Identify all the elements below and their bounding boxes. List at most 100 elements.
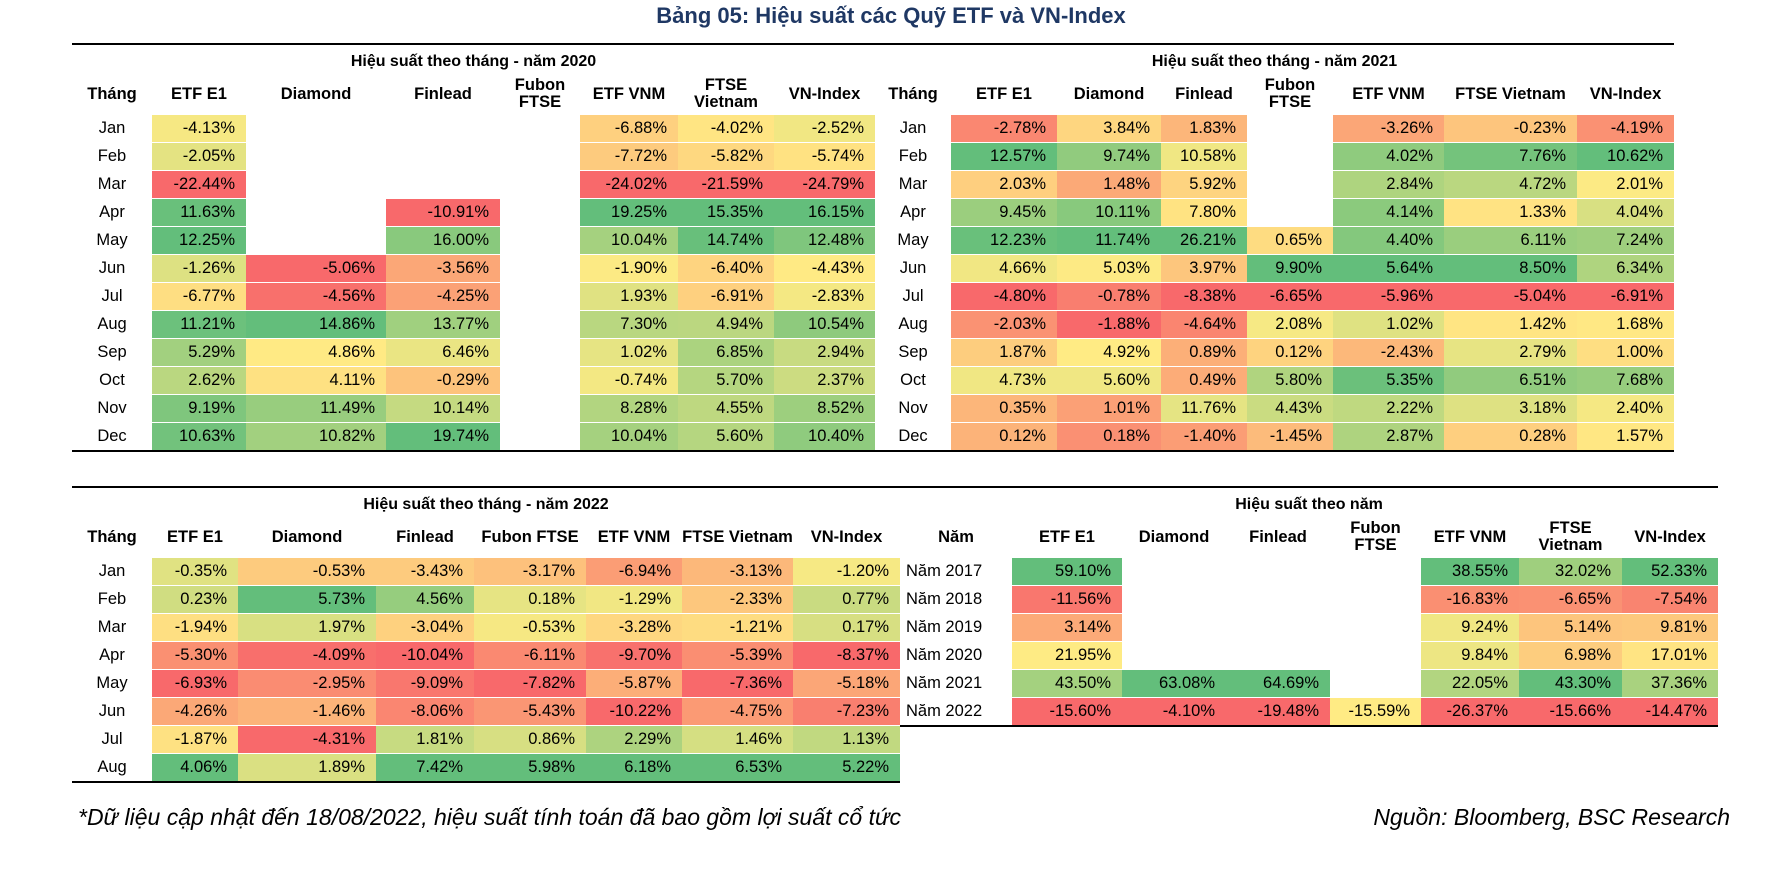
cell-ftse-vietnam: -5.82% — [678, 142, 774, 171]
cell-vn-index: 0.17% — [793, 613, 901, 642]
cell-finlead: 1.83% — [1161, 115, 1247, 143]
row-label: May — [72, 226, 152, 255]
row-label-header: Tháng — [87, 84, 137, 103]
cell-ftse-vietnam: -7.36% — [682, 669, 793, 698]
cell-etf-vnm: -5.96% — [1333, 282, 1444, 311]
cell-etf-e1: 0.35% — [951, 394, 1057, 423]
cell-etf-e1: -2.78% — [951, 115, 1057, 143]
cell-ftse-vietnam: 1.46% — [682, 725, 793, 754]
cell-etf-vnm: 9.24% — [1421, 613, 1519, 642]
cell-etf-e1: 9.45% — [951, 198, 1057, 227]
cell-diamond: 9.74% — [1057, 142, 1161, 171]
cell-finlead: 13.77% — [386, 310, 500, 339]
cell-etf-e1: -2.03% — [951, 310, 1057, 339]
column-header-fubon-ftse: Fubon FTSE — [1264, 76, 1316, 111]
table-row: Năm 2019 3.14% 9.24% 5.14% 9.81% — [900, 613, 1719, 642]
section-title: Hiệu suất theo năm — [900, 486, 1719, 516]
cell-fubon-ftse: 9.90% — [1247, 254, 1333, 283]
cell-finlead: 10.58% — [1161, 142, 1247, 171]
cell-ftse-vietnam: 7.76% — [1444, 142, 1577, 171]
cell-vn-index: 16.15% — [774, 198, 876, 227]
cell-fubon-ftse — [500, 254, 580, 283]
cell-ftse-vietnam: -6.91% — [678, 282, 774, 311]
row-label: Năm 2018 — [900, 585, 1012, 614]
cell-finlead: 3.97% — [1161, 254, 1247, 283]
column-header-etf-vnm: ETF VNM — [597, 527, 671, 546]
table-row: Aug 11.21% 14.86% 13.77% 7.30% 4.94% 10.54% — [72, 310, 876, 339]
cell-fubon-ftse: 5.80% — [1247, 366, 1333, 395]
cell-ftse-vietnam: 6.98% — [1519, 641, 1622, 670]
cell-vn-index: -7.54% — [1622, 585, 1719, 614]
cell-etf-e1: 0.12% — [951, 422, 1057, 452]
cell-vn-index: -4.19% — [1577, 115, 1675, 143]
table-row: Jan -0.35% -0.53% -3.43% -3.17% -6.94% -3.13% -… — [72, 558, 901, 586]
cell-fubon-ftse: 0.12% — [1247, 338, 1333, 367]
table-row: Jun 4.66% 5.03% 3.97% 9.90% 5.64% 8.50% 6.34% — [875, 254, 1675, 283]
cell-ftse-vietnam: -21.59% — [678, 170, 774, 199]
cell-diamond: 5.60% — [1057, 366, 1161, 395]
cell-etf-vnm: 5.64% — [1333, 254, 1444, 283]
cell-etf-e1: -4.13% — [152, 115, 246, 143]
source-note: Nguồn: Bloomberg, BSC Research — [1373, 804, 1730, 830]
row-label: Oct — [72, 366, 152, 395]
cell-etf-vnm: 9.84% — [1421, 641, 1519, 670]
cell-finlead: 19.74% — [386, 422, 500, 452]
row-label: Jan — [72, 115, 152, 143]
table-row: May 12.25% 16.00% 10.04% 14.74% 12.48% — [72, 226, 876, 255]
cell-vn-index: 9.81% — [1622, 613, 1719, 642]
cell-vn-index: 6.34% — [1577, 254, 1675, 283]
row-label: May — [875, 226, 951, 255]
cell-ftse-vietnam: -0.23% — [1444, 115, 1577, 143]
cell-etf-e1: 2.03% — [951, 170, 1057, 199]
cell-fubon-ftse: -0.53% — [474, 613, 586, 642]
cell-diamond: -5.06% — [246, 254, 386, 283]
cell-finlead: 7.42% — [376, 753, 474, 783]
column-header-etf-e1: ETF E1 — [976, 84, 1032, 103]
cell-etf-vnm: 1.02% — [580, 338, 678, 367]
cell-etf-e1: 2.62% — [152, 366, 246, 395]
cell-finlead: 7.80% — [1161, 198, 1247, 227]
cell-etf-e1: 12.23% — [951, 226, 1057, 255]
cell-vn-index: -24.79% — [774, 170, 876, 199]
cell-etf-vnm: 1.93% — [580, 282, 678, 311]
cell-fubon-ftse: 0.18% — [474, 585, 586, 614]
cell-ftse-vietnam: 6.51% — [1444, 366, 1577, 395]
cell-finlead: 1.81% — [376, 725, 474, 754]
table-row: Apr 9.45% 10.11% 7.80% 4.14% 1.33% 4.04% — [875, 198, 1675, 227]
cell-vn-index: -4.43% — [774, 254, 876, 283]
cell-finlead: 11.76% — [1161, 394, 1247, 423]
row-label: Năm 2017 — [900, 558, 1012, 586]
row-label: Sep — [72, 338, 152, 367]
table-row: Mar 2.03% 1.48% 5.92% 2.84% 4.72% 2.01% — [875, 170, 1675, 199]
cell-fubon-ftse — [500, 115, 580, 143]
row-label: Jun — [72, 697, 152, 726]
cell-etf-vnm: 38.55% — [1421, 558, 1519, 586]
column-header-fubon-ftse: Fubon FTSE — [514, 76, 566, 111]
row-label-header: Năm — [938, 527, 974, 546]
column-header-diamond: Diamond — [271, 527, 343, 546]
column-header-etf-vnm: ETF VNM — [1433, 527, 1507, 546]
cell-diamond: -0.78% — [1057, 282, 1161, 311]
cell-finlead — [1226, 641, 1330, 670]
cell-diamond: 5.03% — [1057, 254, 1161, 283]
cell-etf-e1: 1.87% — [951, 338, 1057, 367]
cell-etf-vnm: 10.04% — [580, 422, 678, 452]
row-label: Feb — [72, 585, 152, 614]
row-label: Năm 2022 — [900, 697, 1012, 727]
cell-ftse-vietnam: 6.11% — [1444, 226, 1577, 255]
cell-diamond — [1122, 585, 1226, 614]
cell-vn-index: -1.20% — [793, 558, 901, 586]
cell-fubon-ftse — [500, 282, 580, 311]
cell-fubon-ftse — [500, 422, 580, 452]
cell-ftse-vietnam: -6.40% — [678, 254, 774, 283]
cell-diamond: 1.01% — [1057, 394, 1161, 423]
cell-diamond: -1.88% — [1057, 310, 1161, 339]
column-header-diamond: Diamond — [1073, 84, 1145, 103]
column-header-vn-index: VN-Index — [1589, 84, 1662, 103]
cell-diamond: -4.31% — [238, 725, 376, 754]
table-2021: Hiệu suất theo tháng - năm 2021 Tháng ETF … — [875, 43, 1675, 452]
cell-ftse-vietnam: 2.79% — [1444, 338, 1577, 367]
cell-vn-index: -6.91% — [1577, 282, 1675, 311]
cell-ftse-vietnam: 1.33% — [1444, 198, 1577, 227]
table-row: Mar -1.94% 1.97% -3.04% -0.53% -3.28% -1.21% 0.… — [72, 613, 901, 642]
